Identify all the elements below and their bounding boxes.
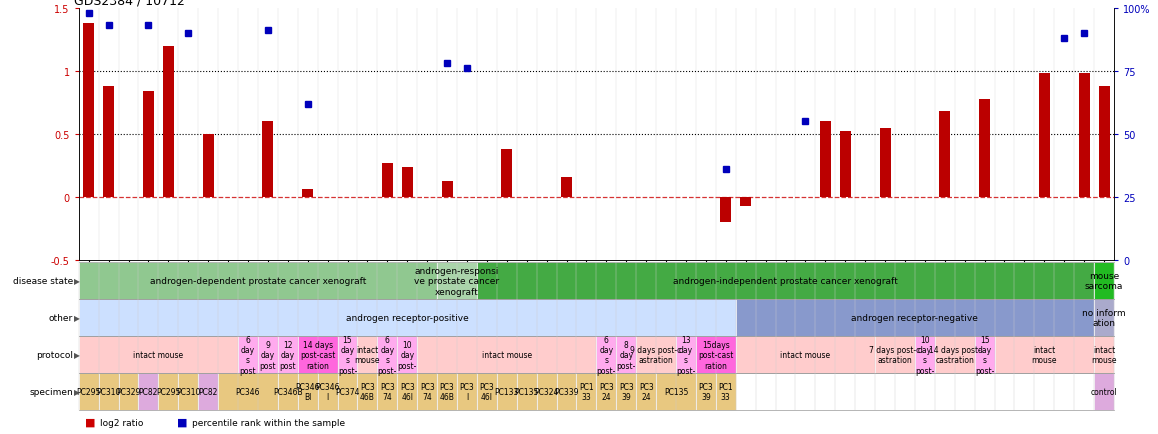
Text: 6
day
s
post: 6 day s post (240, 335, 256, 375)
Text: PC3
39: PC3 39 (698, 382, 713, 401)
Bar (939, 112, 951, 197)
Text: 8
day
post-: 8 day post- (616, 340, 636, 370)
Text: PC3
I: PC3 I (460, 382, 475, 401)
Text: control: control (1091, 387, 1117, 396)
Bar (103, 87, 115, 197)
Text: androgen-independent prostate cancer xenograft: androgen-independent prostate cancer xen… (673, 276, 897, 286)
Text: PC339: PC339 (555, 387, 579, 396)
Text: PC374: PC374 (336, 387, 360, 396)
Bar (263, 122, 273, 197)
Text: PC346: PC346 (236, 387, 261, 396)
Text: androgen receptor-positive: androgen receptor-positive (346, 313, 469, 322)
Text: PC3
74: PC3 74 (380, 382, 395, 401)
Bar (142, 92, 154, 197)
Text: 14 days post-
castration: 14 days post- castration (929, 345, 981, 365)
Text: intact
mouse: intact mouse (1032, 345, 1057, 365)
Bar (820, 122, 830, 197)
Text: PC295: PC295 (156, 387, 181, 396)
Text: 15
day
s
post-: 15 day s post- (338, 335, 357, 375)
Text: GDS2384 / 10712: GDS2384 / 10712 (74, 0, 184, 7)
Text: ■: ■ (177, 417, 188, 427)
Bar (880, 128, 891, 197)
Text: androgen receptor-negative: androgen receptor-negative (851, 313, 979, 322)
Bar (163, 46, 174, 197)
Text: 9 days post-c
astration: 9 days post-c astration (630, 345, 682, 365)
Bar (203, 135, 213, 197)
Text: specimen: specimen (29, 387, 73, 396)
Text: 9
day
post: 9 day post (259, 340, 277, 370)
Text: PC3
39: PC3 39 (618, 382, 633, 401)
Text: ▶: ▶ (74, 350, 80, 359)
Text: PC295: PC295 (76, 387, 101, 396)
Text: 10
day
s
post-: 10 day s post- (915, 335, 935, 375)
Text: PC3
46I: PC3 46I (479, 382, 494, 401)
Text: log2 ratio: log2 ratio (100, 418, 142, 427)
Text: PC135: PC135 (514, 387, 538, 396)
Text: 7 days post-c
astration: 7 days post-c astration (870, 345, 921, 365)
Text: intact mouse: intact mouse (133, 350, 183, 359)
Text: ■: ■ (85, 417, 95, 427)
Text: PC324: PC324 (534, 387, 559, 396)
Bar (560, 178, 572, 197)
Bar (740, 197, 752, 206)
Text: mouse
sarcoma: mouse sarcoma (1085, 271, 1123, 291)
Text: 10
day
post-: 10 day post- (397, 340, 417, 370)
Text: intact
mouse: intact mouse (1091, 345, 1116, 365)
Bar (840, 132, 851, 197)
Text: 6
day
s
post-: 6 day s post- (378, 335, 397, 375)
Text: PC346
I: PC346 I (315, 382, 339, 401)
Text: PC3
24: PC3 24 (639, 382, 653, 401)
Text: 15days
post-cast
ration: 15days post-cast ration (698, 340, 733, 370)
Text: PC3
46B: PC3 46B (360, 382, 375, 401)
Text: PC82: PC82 (198, 387, 218, 396)
Bar (382, 164, 393, 197)
Text: PC3
46B: PC3 46B (440, 382, 454, 401)
Bar (501, 150, 512, 197)
Text: PC82: PC82 (139, 387, 159, 396)
Text: 15
day
s
post-: 15 day s post- (975, 335, 995, 375)
Text: PC310: PC310 (176, 387, 200, 396)
Text: PC3
46I: PC3 46I (400, 382, 415, 401)
Text: protocol: protocol (36, 350, 73, 359)
Bar (83, 24, 94, 197)
Text: PC1
33: PC1 33 (718, 382, 733, 401)
Text: 14 days
post-cast
ration: 14 days post-cast ration (300, 340, 336, 370)
Bar (441, 181, 453, 197)
Text: 12
day
post: 12 day post (279, 340, 296, 370)
Text: no inform
ation: no inform ation (1083, 308, 1126, 328)
Text: other: other (49, 313, 73, 322)
Text: PC310: PC310 (96, 387, 120, 396)
Text: PC133: PC133 (494, 387, 519, 396)
Text: PC346
BI: PC346 BI (295, 382, 320, 401)
Text: PC3
24: PC3 24 (599, 382, 614, 401)
Text: 6
day
s
post-: 6 day s post- (596, 335, 616, 375)
Text: ▶: ▶ (74, 276, 80, 286)
Text: PC346B: PC346B (273, 387, 302, 396)
Text: ▶: ▶ (74, 387, 80, 396)
Text: intact
mouse: intact mouse (354, 345, 380, 365)
Text: intact mouse: intact mouse (780, 350, 830, 359)
Text: percentile rank within the sample: percentile rank within the sample (192, 418, 345, 427)
Text: PC135: PC135 (664, 387, 688, 396)
Bar (720, 197, 731, 223)
Text: androgen-dependent prostate cancer xenograft: androgen-dependent prostate cancer xenog… (149, 276, 366, 286)
Text: ▶: ▶ (74, 313, 80, 322)
Text: intact mouse: intact mouse (482, 350, 532, 359)
Bar (980, 99, 990, 197)
Bar (302, 190, 313, 197)
Bar (1078, 74, 1090, 197)
Bar (1039, 74, 1050, 197)
Text: 13
day
s
post-: 13 day s post- (676, 335, 696, 375)
Bar (402, 167, 412, 197)
Text: androgen-responsi
ve prostate cancer
xenograft: androgen-responsi ve prostate cancer xen… (415, 266, 499, 296)
Text: disease state: disease state (13, 276, 73, 286)
Text: PC329: PC329 (116, 387, 141, 396)
Bar (1099, 87, 1109, 197)
Text: PC3
74: PC3 74 (419, 382, 434, 401)
Text: PC1
33: PC1 33 (579, 382, 594, 401)
